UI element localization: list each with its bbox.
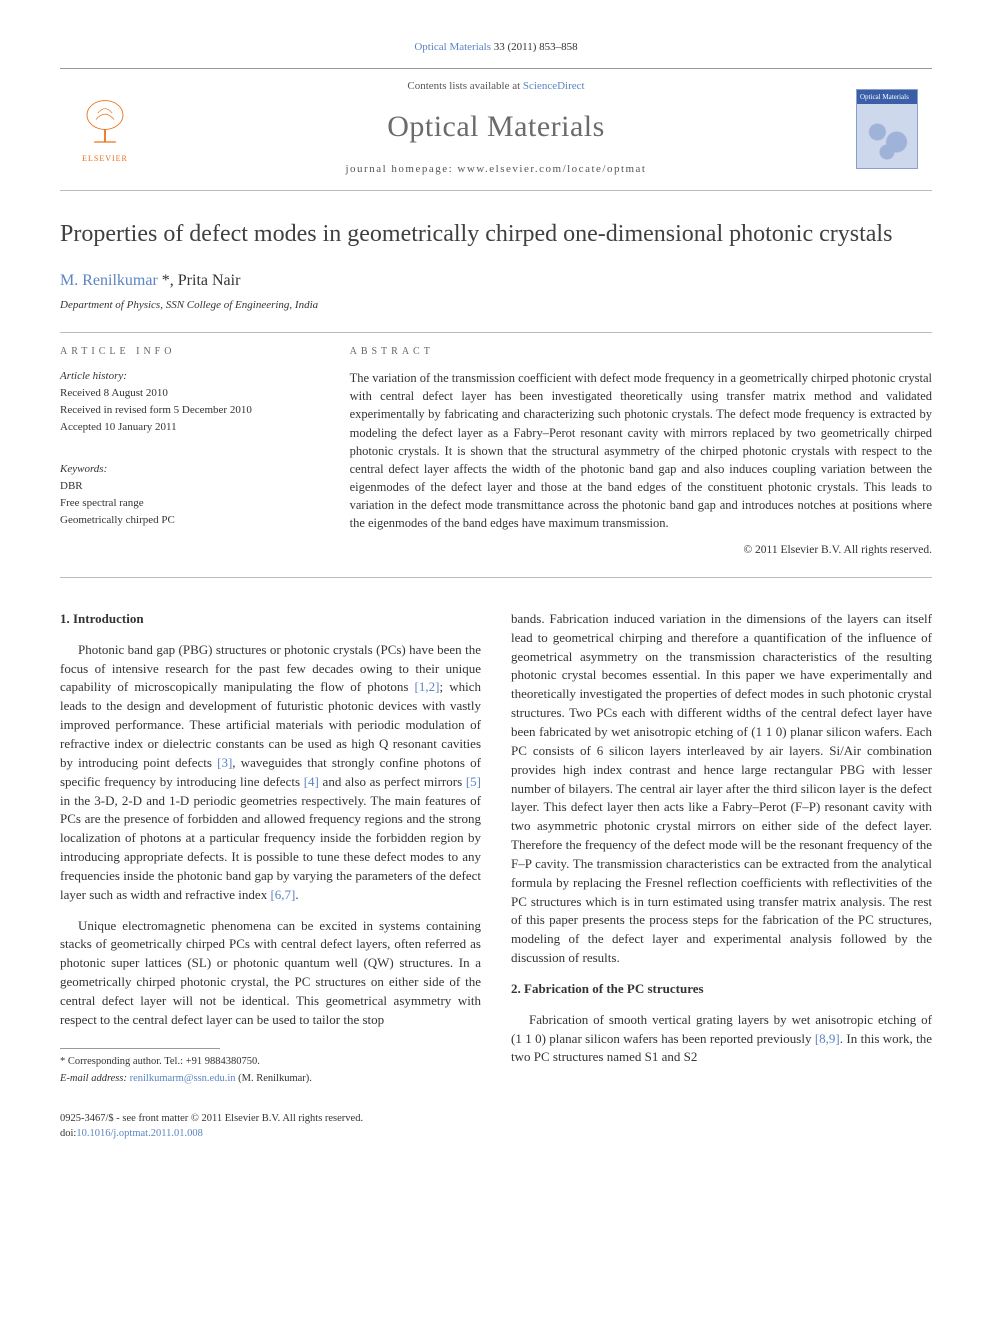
doi-label: doi:	[60, 1128, 76, 1139]
abstract-head: ABSTRACT	[350, 345, 932, 360]
article-info-column: ARTICLE INFO Article history: Received 8…	[60, 345, 322, 559]
cite-link[interactable]: [5]	[466, 774, 481, 789]
affiliation: Department of Physics, SSN College of En…	[60, 298, 932, 314]
running-head: Optical Materials 33 (2011) 853–858	[60, 40, 932, 56]
email-footnote: E-mail address: renilkumarm@ssn.edu.in (…	[60, 1072, 481, 1086]
cite-link[interactable]: [6,7]	[270, 887, 295, 902]
keywords-label: Keywords:	[60, 462, 322, 478]
article-info-abstract-row: ARTICLE INFO Article history: Received 8…	[60, 332, 932, 578]
cite-link[interactable]: [8,9]	[815, 1031, 840, 1046]
elsevier-label: ELSEVIER	[82, 153, 128, 165]
email-link[interactable]: renilkumarm@ssn.edu.in	[130, 1073, 236, 1084]
section-head-fab: 2. Fabrication of the PC structures	[511, 980, 932, 999]
cite-link[interactable]: [1,2]	[415, 679, 440, 694]
history-accepted: Accepted 10 January 2011	[60, 420, 322, 436]
journal-homepage: journal homepage: www.elsevier.com/locat…	[136, 162, 856, 178]
article-info-head: ARTICLE INFO	[60, 345, 322, 360]
keyword: DBR	[60, 479, 322, 495]
history-label: Article history:	[60, 369, 322, 385]
elsevier-logo: ELSEVIER	[74, 93, 136, 165]
front-matter-line: 0925-3467/$ - see front matter © 2011 El…	[60, 1111, 363, 1126]
keyword: Geometrically chirped PC	[60, 513, 322, 529]
journal-cover-thumbnail: Optical Materials	[856, 89, 918, 169]
abstract-copyright: © 2011 Elsevier B.V. All rights reserved…	[350, 542, 932, 559]
history-revised: Received in revised form 5 December 2010	[60, 403, 322, 419]
section-head-intro: 1. Introduction	[60, 610, 481, 629]
body-two-column: 1. Introduction Photonic band gap (PBG) …	[60, 610, 932, 1089]
abstract-column: ABSTRACT The variation of the transmissi…	[350, 345, 932, 559]
journal-title: Optical Materials	[136, 105, 856, 149]
intro-para-2: Unique electromagnetic phenomena can be …	[60, 917, 481, 1030]
article-title: Properties of defect modes in geometrica…	[60, 219, 932, 250]
keyword: Free spectral range	[60, 496, 322, 512]
right-column: bands. Fabrication induced variation in …	[511, 610, 932, 1089]
doi-link[interactable]: 10.1016/j.optmat.2011.01.008	[76, 1128, 202, 1139]
author-rest: *, Prita Nair	[158, 272, 241, 289]
journal-masthead: ELSEVIER Contents lists available at Sci…	[60, 68, 932, 191]
sciencedirect-link[interactable]: ScienceDirect	[523, 80, 585, 92]
cite-link[interactable]: [3]	[217, 755, 232, 770]
contents-available-line: Contents lists available at ScienceDirec…	[136, 79, 856, 95]
corresponding-author-footnote: * Corresponding author. Tel.: +91 988438…	[60, 1055, 481, 1069]
intro-para-3: bands. Fabrication induced variation in …	[511, 610, 932, 968]
footnote-rule	[60, 1048, 220, 1049]
running-head-link[interactable]: Optical Materials	[414, 41, 491, 53]
abstract-text: The variation of the transmission coeffi…	[350, 369, 932, 532]
fab-para-1: Fabrication of smooth vertical grating l…	[511, 1011, 932, 1068]
intro-para-1: Photonic band gap (PBG) structures or ph…	[60, 641, 481, 905]
page-footer: 0925-3467/$ - see front matter © 2011 El…	[60, 1111, 932, 1141]
running-head-volume: 33 (2011) 853–858	[494, 41, 578, 53]
author-link[interactable]: M. Renilkumar	[60, 272, 158, 289]
elsevier-tree-icon	[78, 97, 132, 151]
author-list: M. Renilkumar *, Prita Nair	[60, 269, 932, 292]
left-column: 1. Introduction Photonic band gap (PBG) …	[60, 610, 481, 1089]
footer-left: 0925-3467/$ - see front matter © 2011 El…	[60, 1111, 363, 1141]
history-received: Received 8 August 2010	[60, 386, 322, 402]
cite-link[interactable]: [4]	[304, 774, 319, 789]
